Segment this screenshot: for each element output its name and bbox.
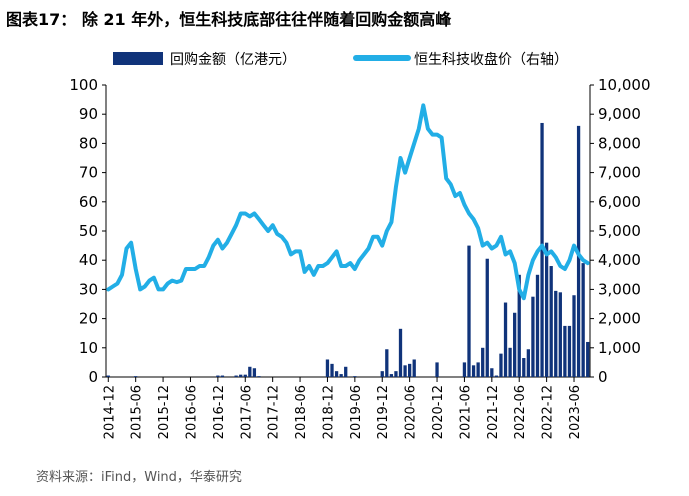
bar xyxy=(490,368,494,377)
bar xyxy=(522,358,526,377)
right-tick-label: 9,000 xyxy=(598,105,641,123)
bar xyxy=(517,274,521,377)
bar xyxy=(499,353,503,377)
left-tick-label: 70 xyxy=(79,164,98,182)
bar xyxy=(403,365,407,377)
right-tick-label: 5,000 xyxy=(598,222,641,240)
bar xyxy=(385,349,389,377)
bar xyxy=(526,349,531,377)
bar xyxy=(572,295,576,377)
bar xyxy=(380,371,384,377)
right-tick-label: 7,000 xyxy=(598,164,641,182)
x-tick-label: 2019-06 xyxy=(349,385,364,439)
bar xyxy=(330,363,334,377)
bar xyxy=(462,362,467,377)
x-tick-label: 2016-06 xyxy=(184,385,199,439)
left-tick-label: 90 xyxy=(79,105,98,123)
right-tick-label: 6,000 xyxy=(598,193,641,211)
bar xyxy=(394,371,398,377)
x-tick-label: 2019-12 xyxy=(376,385,391,439)
bar xyxy=(563,325,567,377)
x-tick-label: 2015-06 xyxy=(130,385,145,439)
legend-line-label: 恒生科技收盘价（右轴） xyxy=(414,51,568,68)
bar xyxy=(558,292,562,377)
left-tick-label: 100 xyxy=(69,76,98,94)
bar xyxy=(549,266,553,377)
x-tick-label: 2018-06 xyxy=(294,385,309,439)
left-tick-label: 30 xyxy=(79,280,98,298)
bar xyxy=(134,376,138,377)
right-tick-label: 1,000 xyxy=(598,339,641,357)
bar xyxy=(257,376,261,377)
x-tick-label: 2021-12 xyxy=(486,385,501,439)
bar xyxy=(234,375,238,377)
bar xyxy=(503,302,508,377)
left-tick-label: 0 xyxy=(88,368,98,386)
bar xyxy=(216,375,220,377)
right-tick-label: 0 xyxy=(598,368,608,386)
x-tick-label: 2018-12 xyxy=(321,385,336,439)
bar xyxy=(344,366,348,377)
bar xyxy=(567,325,572,377)
bar xyxy=(581,263,585,377)
x-tick-label: 2017-06 xyxy=(239,385,254,439)
bar xyxy=(544,242,549,377)
right-tick-label: 2,000 xyxy=(598,310,641,328)
left-tick-label: 80 xyxy=(79,134,98,152)
right-tick-label: 10,000 xyxy=(598,76,651,94)
x-tick-label: 2020-12 xyxy=(431,385,446,439)
x-tick-label: 2017-12 xyxy=(267,385,282,439)
bar xyxy=(554,290,558,377)
bar xyxy=(467,245,471,377)
source-note: 资料来源：iFind，Wind，华泰研究 xyxy=(36,470,242,485)
close-price-line xyxy=(106,103,590,301)
bar xyxy=(586,341,590,377)
legend-bar-swatch xyxy=(113,52,163,65)
legend-bar-label: 回购金额（亿港元） xyxy=(170,52,296,68)
bar xyxy=(334,371,339,377)
bar xyxy=(476,362,480,377)
left-tick-label: 50 xyxy=(79,222,98,240)
bar xyxy=(248,366,252,377)
chart-title: 图表17： 除 21 年外，恒生科技底部往往伴随着回购金额高峰 xyxy=(6,10,452,29)
x-tick-label: 2022-06 xyxy=(513,385,528,439)
left-tick-label: 40 xyxy=(79,251,98,269)
left-tick-label: 20 xyxy=(79,310,98,328)
bar xyxy=(252,368,257,377)
bar xyxy=(535,274,540,377)
x-tick-label: 2014-12 xyxy=(102,385,117,439)
bar xyxy=(531,296,535,377)
left-tick-label: 60 xyxy=(79,193,98,211)
right-tick-label: 3,000 xyxy=(598,280,641,298)
x-tick-label: 2016-12 xyxy=(212,385,227,439)
bar xyxy=(435,362,439,377)
bar xyxy=(325,359,330,377)
bar xyxy=(513,312,517,377)
bar xyxy=(106,375,110,377)
left-tick-label: 10 xyxy=(79,339,98,357)
bar xyxy=(508,347,512,377)
bar xyxy=(339,374,343,377)
bar xyxy=(412,359,416,377)
x-tick-label: 2023-06 xyxy=(568,385,583,439)
bar xyxy=(540,122,544,378)
bar xyxy=(389,374,394,377)
x-tick-label: 2022-12 xyxy=(541,385,556,439)
bar xyxy=(494,375,499,377)
bar xyxy=(471,365,476,377)
bar xyxy=(481,347,485,377)
bar xyxy=(353,376,357,377)
bar xyxy=(243,374,247,377)
bar xyxy=(485,258,489,377)
bar xyxy=(239,374,243,377)
right-tick-label: 4,000 xyxy=(598,251,641,269)
x-tick-label: 2015-12 xyxy=(157,385,172,439)
bar xyxy=(407,363,412,377)
x-tick-label: 2020-06 xyxy=(404,385,419,439)
bar xyxy=(398,328,403,377)
right-tick-label: 8,000 xyxy=(598,134,641,152)
x-tick-label: 2021-06 xyxy=(458,385,473,439)
bar xyxy=(220,375,225,377)
